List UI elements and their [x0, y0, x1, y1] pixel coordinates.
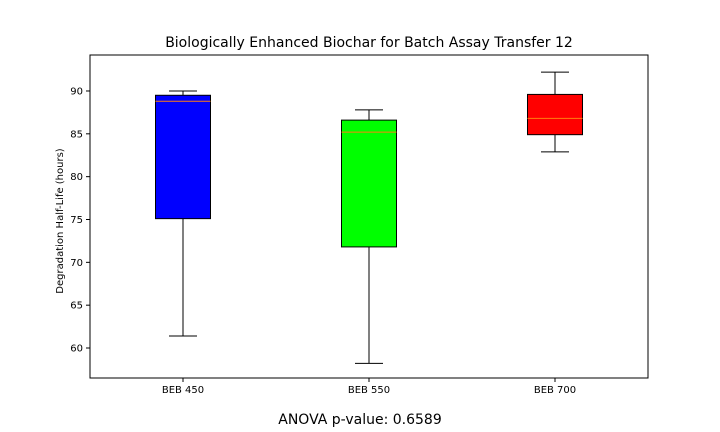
y-tick-label: 85: [70, 129, 83, 140]
box-1: [155, 94, 211, 220]
y-tick-label: 75: [70, 215, 83, 226]
chart-title: Biologically Enhanced Biochar for Batch …: [165, 35, 573, 51]
anova-p-value-text: ANOVA p-value: 0.6589: [278, 412, 442, 428]
x-tick-label: BEB 700: [534, 385, 576, 396]
chart-marks: 60 65 70 75 80 85 90 BEB 450 BEB 550 BEB 700: [70, 71, 583, 396]
y-tick-label: 80: [70, 172, 83, 183]
box-3: [527, 93, 583, 136]
y-tick-label: 65: [70, 301, 83, 312]
y-tick-label: 70: [70, 258, 83, 269]
y-tick-label: 60: [70, 344, 83, 355]
y-axis-label: Degradation Half-Life (hours): [55, 148, 66, 293]
y-tick-label: 90: [70, 86, 83, 97]
box-2: [341, 119, 397, 248]
x-tick-label: BEB 550: [348, 385, 390, 396]
x-tick-label: BEB 450: [162, 385, 204, 396]
